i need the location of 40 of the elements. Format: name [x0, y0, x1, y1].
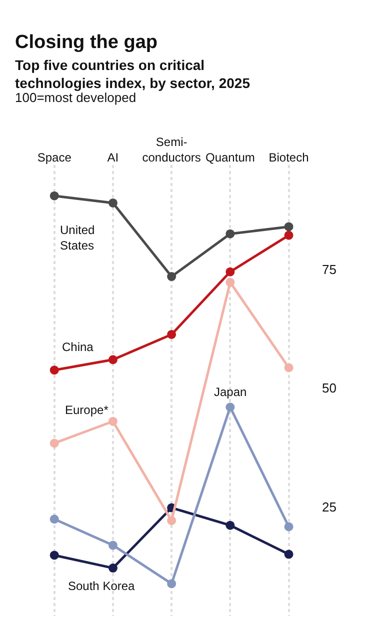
- series-label: South Korea: [68, 579, 136, 593]
- point: [226, 229, 235, 238]
- point: [167, 516, 176, 526]
- point: [167, 579, 176, 588]
- series-label: China: [62, 340, 94, 354]
- point: [284, 550, 294, 559]
- point: [108, 355, 118, 364]
- point: [50, 366, 59, 375]
- point: [50, 550, 59, 560]
- series-label: United States: [60, 223, 95, 253]
- series-label: Japan: [214, 385, 247, 399]
- point: [284, 522, 294, 532]
- point: [108, 198, 118, 208]
- x-tick-label: Semi- conductors: [142, 135, 201, 165]
- series-label: Europe*: [65, 403, 109, 417]
- point: [50, 438, 59, 448]
- chart-title: Closing the gap: [15, 32, 158, 53]
- point: [226, 520, 235, 530]
- point: [284, 222, 294, 232]
- y-tick-label: 75: [322, 262, 336, 277]
- point: [108, 416, 118, 426]
- point: [226, 278, 235, 287]
- text: 100=most developed: [15, 90, 136, 105]
- point: [108, 564, 118, 573]
- point: [50, 191, 59, 200]
- y-tick-label: 25: [322, 499, 336, 514]
- point: [108, 540, 118, 550]
- point: [284, 230, 294, 240]
- x-tick-label: Space: [37, 150, 72, 165]
- x-tick-label: Biotech: [268, 150, 309, 165]
- point: [167, 330, 176, 339]
- x-tick-label: Quantum: [205, 150, 255, 165]
- point: [284, 363, 294, 372]
- chart-subtitle: Top five countries on critical technologies index, by sector, 2025: [15, 57, 250, 92]
- point: [50, 514, 59, 524]
- y-tick-label: 50: [322, 380, 336, 396]
- x-tick-label: AI: [107, 150, 119, 165]
- point: [167, 272, 176, 282]
- point: [226, 267, 235, 276]
- point: [226, 402, 235, 412]
